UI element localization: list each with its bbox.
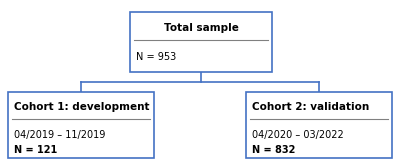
Bar (130, 12, 272, 72)
Text: 04/2020 – 03/2022: 04/2020 – 03/2022 (252, 130, 344, 140)
Text: Total sample: Total sample (164, 23, 238, 33)
Bar (246, 92, 392, 158)
Bar (8, 92, 154, 158)
Text: Cohort 1: development: Cohort 1: development (14, 102, 150, 112)
Text: N = 832: N = 832 (252, 145, 295, 155)
Text: Cohort 2: validation: Cohort 2: validation (252, 102, 369, 112)
Text: 04/2019 – 11/2019: 04/2019 – 11/2019 (14, 130, 105, 140)
Text: N = 121: N = 121 (14, 145, 57, 155)
Text: N = 953: N = 953 (136, 52, 176, 62)
